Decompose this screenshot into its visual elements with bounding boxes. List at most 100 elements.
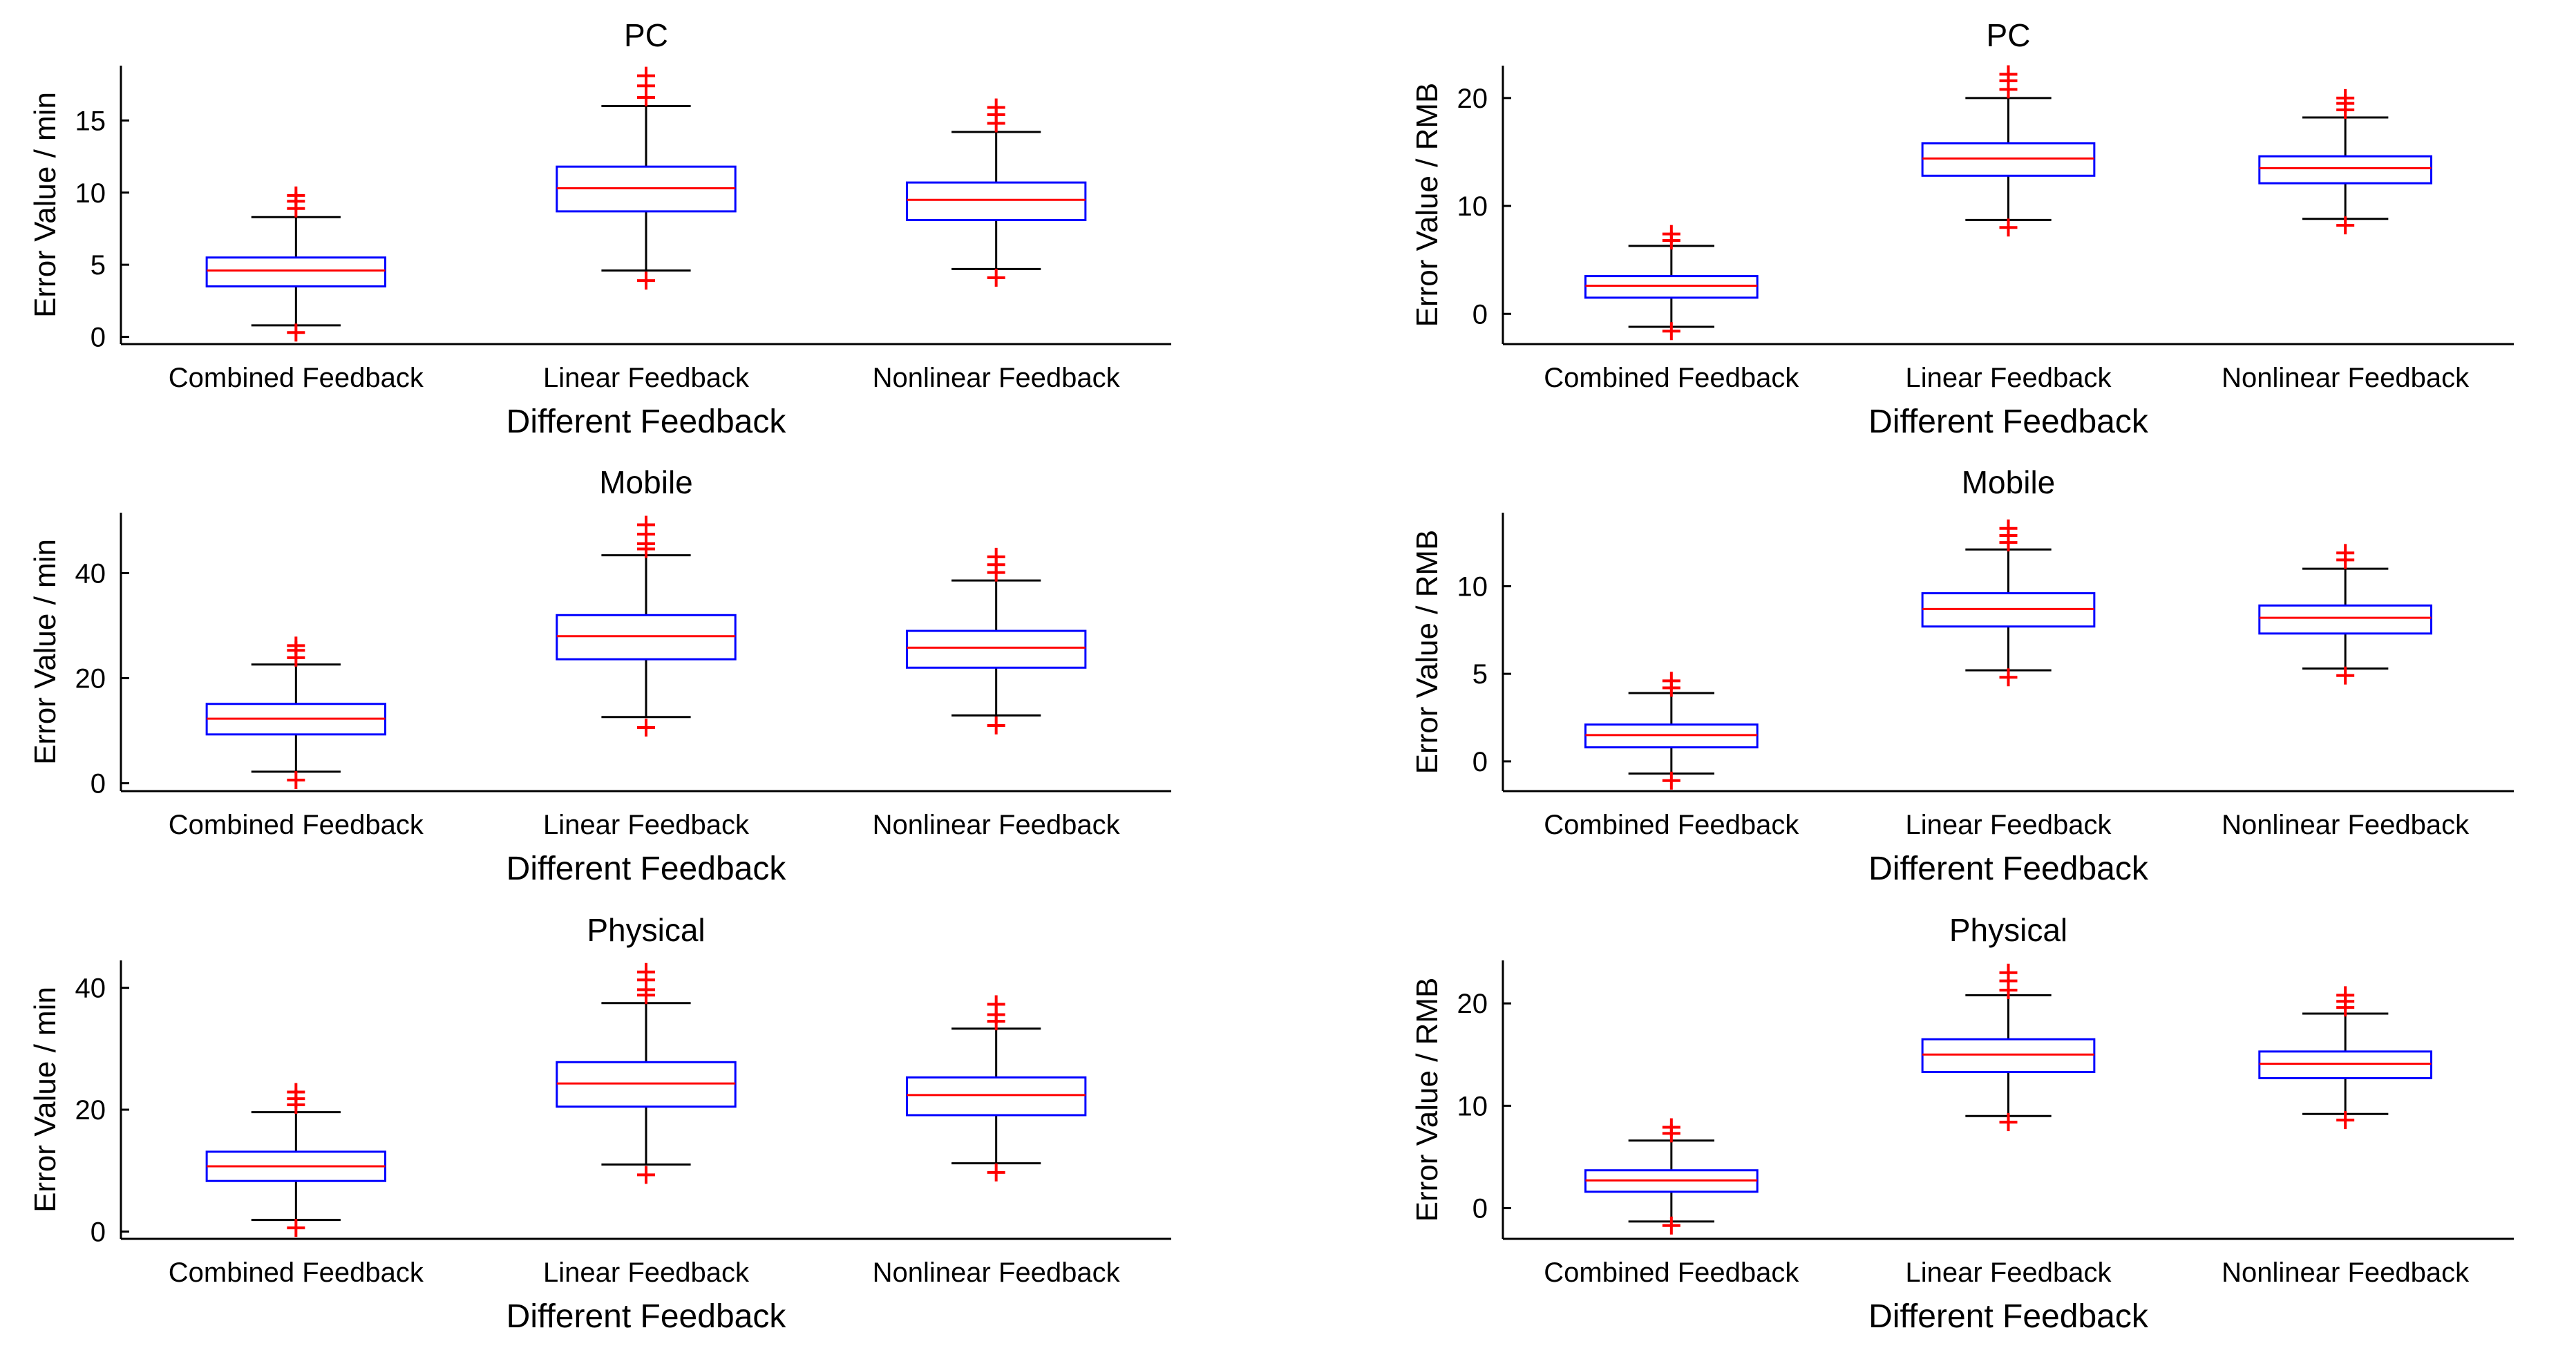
outlier-marker [2336,88,2355,107]
outlier-marker [637,272,655,290]
iqr-box [2258,604,2433,635]
outlier-marker [1999,65,2018,84]
box-3 [2258,88,2433,235]
outlier-marker [1999,1113,2018,1132]
outlier-marker [287,636,305,655]
outlier-marker [987,98,1005,117]
x-axis-label: Different Feedback [506,1298,787,1335]
box-3 [905,98,1087,287]
x-tick-label: Nonlinear Feedback [873,363,1121,393]
y-tick-label: 40 [75,974,106,1004]
y-axis-label: Error Value / min [28,987,62,1213]
iqr-box [556,614,737,661]
y-tick-label: 10 [1457,571,1488,602]
outlier-marker [2336,666,2355,685]
outlier-marker [2336,1111,2355,1130]
x-tick-label: Nonlinear Feedback [873,1258,1121,1288]
y-tick-label: 0 [91,1217,106,1247]
box-1 [1584,225,1759,341]
y-tick-label: 40 [75,558,106,589]
outlier-marker [1662,771,1680,790]
box-1 [205,1083,387,1237]
y-axis-label: Error Value / min [28,92,62,318]
box-3 [2258,544,2433,685]
y-axis-label: Error Value / min [28,539,62,765]
y-tick-label: 20 [75,664,106,694]
box-1 [1584,672,1759,790]
x-tick-label: Combined Feedback [1544,1258,1799,1288]
y-tick-label: 0 [91,323,106,353]
x-tick-label: Linear Feedback [1906,1258,2112,1288]
outlier-marker [1999,218,2018,237]
x-axis-label: Different Feedback [1868,404,2149,440]
box-3 [2258,986,2433,1130]
chart-title: Physical [587,912,705,948]
x-axis-label: Different Feedback [1868,851,2149,887]
outlier-marker [1662,1118,1680,1137]
box-1 [205,636,387,790]
x-tick-label: Nonlinear Feedback [2222,810,2470,840]
outlier-marker [1999,963,2018,982]
outlier-marker [987,716,1005,734]
chart-panel: 0 20 40 Combined Feedback Linear Feedback Non… [28,464,1171,887]
box-1 [205,186,387,342]
x-tick-label: Nonlinear Feedback [2222,363,2470,393]
x-tick-label: Linear Feedback [1906,363,2112,393]
y-tick-label: 0 [91,769,106,799]
outlier-marker [2336,216,2355,235]
outlier-marker [637,962,655,981]
outlier-marker [287,323,305,342]
outlier-marker [987,995,1005,1014]
x-tick-label: Linear Feedback [543,363,750,393]
outlier-marker [1662,1216,1680,1235]
outlier-marker [287,1219,305,1237]
box-2 [556,962,737,1184]
box-2 [556,515,737,737]
y-tick-label: 10 [75,178,106,209]
chart-title: Mobile [1962,464,2056,500]
x-tick-label: Linear Feedback [543,810,750,840]
y-axis-label: Error Value / RMB [1410,83,1444,328]
y-axis-label: Error Value / RMB [1410,978,1444,1222]
outlier-marker [987,268,1005,287]
y-tick-label: 15 [75,106,106,136]
outlier-marker [1999,519,2018,538]
x-tick-label: Combined Feedback [169,363,424,393]
outlier-marker [1662,672,1680,690]
box-2 [1921,65,2096,237]
x-tick-label: Nonlinear Feedback [873,810,1121,840]
outlier-marker [1662,225,1680,243]
x-tick-label: Combined Feedback [169,810,424,840]
x-axis-label: Different Feedback [1868,1298,2149,1335]
chart-title: PC [624,17,668,53]
outlier-marker [637,66,655,85]
box-3 [905,995,1087,1182]
chart-title: Physical [1949,912,2067,948]
outlier-marker [1662,322,1680,341]
iqr-box [2258,155,2433,184]
chart-panel: 0 10 20 Combined Feedback Linear Feedback Non… [1410,17,2514,440]
outlier-marker [287,771,305,790]
x-tick-label: Linear Feedback [1906,810,2112,840]
y-tick-label: 20 [75,1095,106,1126]
y-tick-label: 0 [1472,747,1488,777]
iqr-box [905,181,1087,221]
x-axis-label: Different Feedback [506,404,787,440]
chart-panel: 0 5 10 15 Combined Feedback Linear Feedback No… [28,17,1171,440]
x-axis-label: Different Feedback [506,851,787,887]
outlier-marker [637,515,655,534]
outlier-marker [637,1166,655,1184]
y-tick-label: 0 [1472,299,1488,330]
y-tick-label: 10 [1457,1091,1488,1121]
x-tick-label: Combined Feedback [169,1258,424,1288]
box-1 [1584,1118,1759,1235]
outlier-marker [987,547,1005,566]
box-3 [905,547,1087,734]
outlier-marker [2336,544,2355,562]
iqr-box [205,256,387,287]
box-2 [1921,519,2096,687]
iqr-box [905,629,1087,669]
x-tick-label: Linear Feedback [543,1258,750,1288]
x-tick-label: Combined Feedback [1544,810,1799,840]
y-tick-label: 20 [1457,989,1488,1019]
